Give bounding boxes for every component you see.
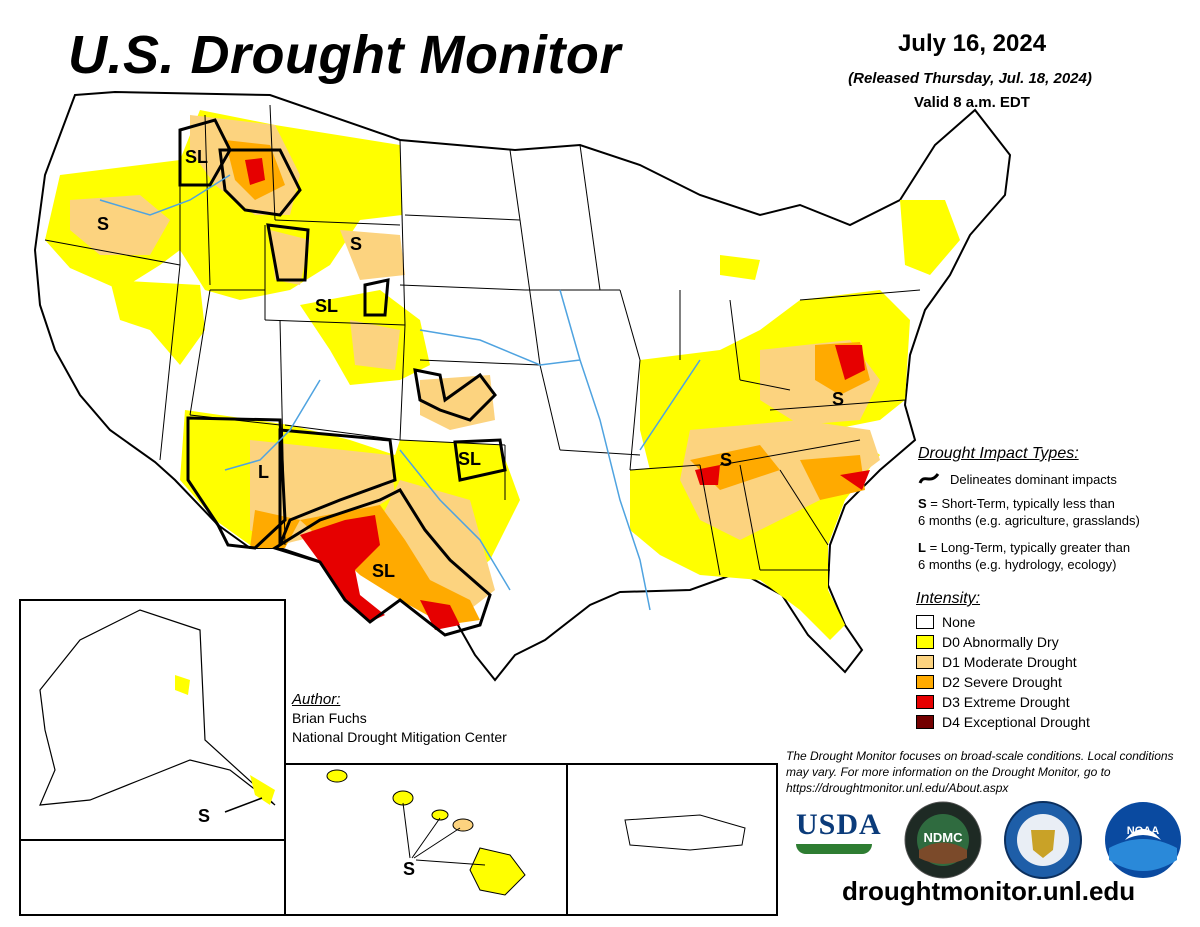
legend-label-d1: D1 Moderate Drought: [942, 654, 1077, 670]
swatch-d2: [916, 675, 934, 689]
short-term-key: S: [918, 496, 927, 511]
delineates-text: Delineates dominant impacts: [950, 471, 1117, 487]
legend-item-d0: D0 Abnormally Dry: [916, 632, 1186, 652]
ndmc-logo-text: NDMC: [924, 830, 964, 845]
state-lines: [44, 104, 921, 576]
hawaii-inset: S: [284, 763, 568, 916]
alaska-inset: S: [19, 599, 286, 916]
ndmc-logo: NDMC: [904, 801, 982, 879]
short-term-text2: 6 months (e.g. agriculture, grasslands): [918, 513, 1140, 528]
swatch-d4: [916, 715, 934, 729]
legend-label-none: None: [942, 614, 976, 630]
label-virginia: S: [832, 389, 844, 409]
impact-legend: Drought Impact Types: Delineates dominan…: [918, 445, 1198, 573]
author-name: Brian Fuchs: [292, 710, 367, 726]
legend-item-none: None: [916, 612, 1186, 632]
label-texas: SL: [372, 561, 395, 581]
author-block: Author: Brian Fuchs National Drought Mit…: [292, 690, 507, 747]
disclaimer-note: The Drought Monitor focuses on broad-sca…: [786, 749, 1174, 795]
legend-item-d1: D1 Moderate Drought: [916, 652, 1186, 672]
legend-label-d3: D3 Extreme Drought: [942, 694, 1070, 710]
legend-label-d2: D2 Severe Drought: [942, 674, 1062, 690]
short-term-text: = Short-Term, typically less than: [926, 496, 1115, 511]
delineation-line-icon: [918, 473, 940, 484]
d1-areas: [70, 115, 880, 625]
intensity-legend: Intensity: None D0 Abnormally Dry D1 Mod…: [916, 590, 1186, 732]
label-idaho-mt: SL: [185, 147, 208, 167]
legend-item-d4: D4 Exceptional Drought: [916, 712, 1186, 732]
usda-logo: USDA: [796, 808, 882, 866]
swatch-none: [916, 615, 934, 629]
noaa-logo: NOAA: [1105, 802, 1181, 878]
author-heading: Author:: [292, 691, 341, 708]
website-link[interactable]: droughtmonitor.unl.edu: [842, 876, 1136, 906]
legend-label-d0: D0 Abnormally Dry: [942, 634, 1059, 650]
impact-heading: Drought Impact Types:: [918, 445, 1079, 462]
d3-areas: [245, 158, 870, 630]
noaa-logo-text: NOAA: [1127, 825, 1159, 837]
map-title: U.S. Drought Monitor: [68, 25, 621, 85]
label-nm-tx: SL: [458, 449, 481, 469]
long-term-text2: 6 months (e.g. hydrology, ecology): [918, 557, 1117, 572]
swatch-d3: [916, 695, 934, 709]
hawaii-label: S: [403, 859, 415, 879]
rivers: [99, 174, 701, 611]
legend-item-d3: D3 Extreme Drought: [916, 692, 1186, 712]
puerto-rico-inset: [566, 763, 778, 916]
label-tennessee: S: [720, 450, 732, 470]
label-pnw: S: [97, 214, 109, 234]
long-term-key: L: [918, 540, 926, 555]
alaska-label: S: [198, 806, 210, 826]
author-org: National Drought Mitigation Center: [292, 729, 507, 745]
swatch-d0: [916, 635, 934, 649]
map-date: July 16, 2024: [897, 30, 1047, 57]
long-term-text: = Long-Term, typically greater than: [925, 540, 1131, 555]
release-date: (Released Thursday, Jul. 18, 2024): [848, 70, 1092, 87]
valid-time: Valid 8 a.m. EDT: [914, 94, 1030, 111]
legend-label-d4: D4 Exceptional Drought: [942, 714, 1090, 730]
swatch-d1: [916, 655, 934, 669]
usda-logo-text: USDA: [796, 808, 882, 841]
commerce-seal: [1004, 801, 1082, 879]
label-wyoming: S: [350, 234, 362, 254]
impact-outlines: [178, 118, 507, 637]
label-arizona: L: [258, 462, 269, 482]
label-wy-south: SL: [315, 296, 338, 316]
legend-item-d2: D2 Severe Drought: [916, 672, 1186, 692]
intensity-heading: Intensity:: [916, 590, 981, 607]
